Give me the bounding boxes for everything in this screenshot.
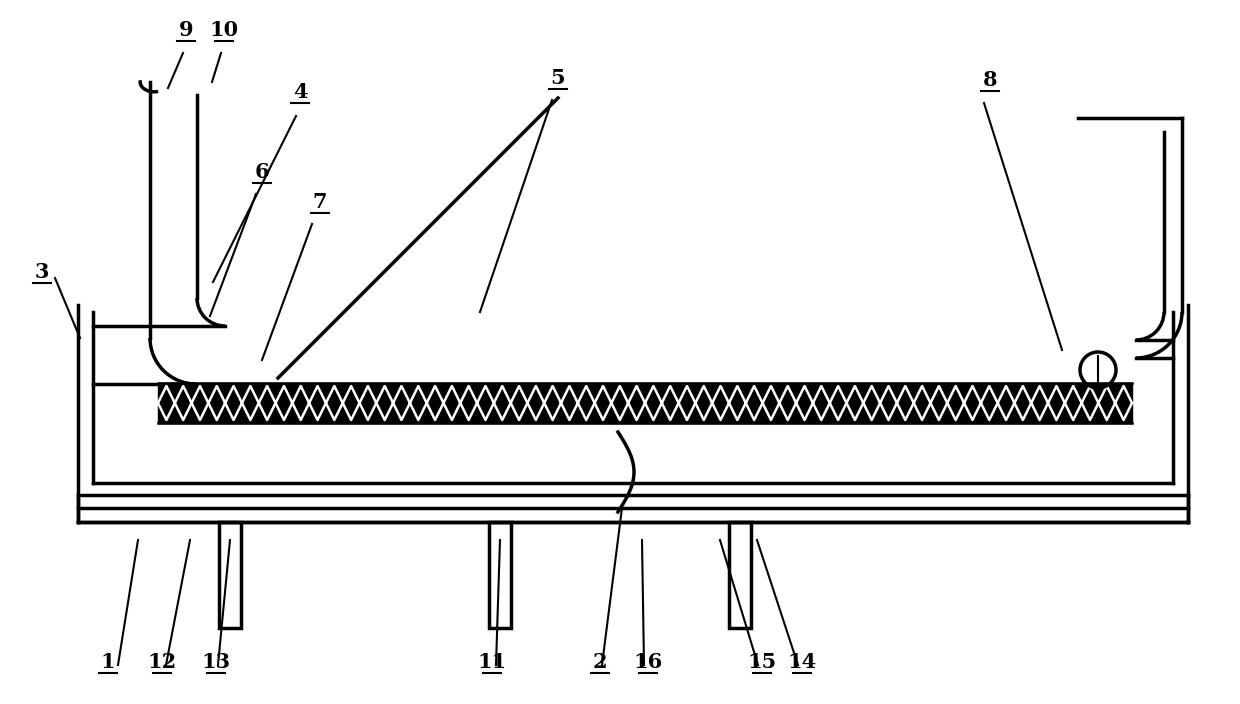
Text: 10: 10 [210, 20, 238, 40]
Text: 5: 5 [551, 68, 565, 88]
Bar [219, 522, 241, 628]
Text: 9: 9 [179, 20, 193, 40]
Text: 15: 15 [748, 652, 776, 672]
Text: 4: 4 [293, 82, 308, 102]
Text: 12: 12 [148, 652, 176, 672]
Text: 8: 8 [983, 70, 997, 90]
Bar [489, 522, 511, 628]
Text: 1: 1 [100, 652, 115, 672]
Text: 3: 3 [35, 262, 50, 282]
Text: 6: 6 [254, 162, 269, 182]
Text: 11: 11 [477, 652, 507, 672]
Bar [729, 522, 751, 628]
Bar [157, 383, 1132, 423]
Text: 2: 2 [593, 652, 608, 672]
Text: 7: 7 [312, 192, 327, 212]
Text: 14: 14 [787, 652, 817, 672]
Text: 13: 13 [201, 652, 231, 672]
Text: 16: 16 [634, 652, 662, 672]
